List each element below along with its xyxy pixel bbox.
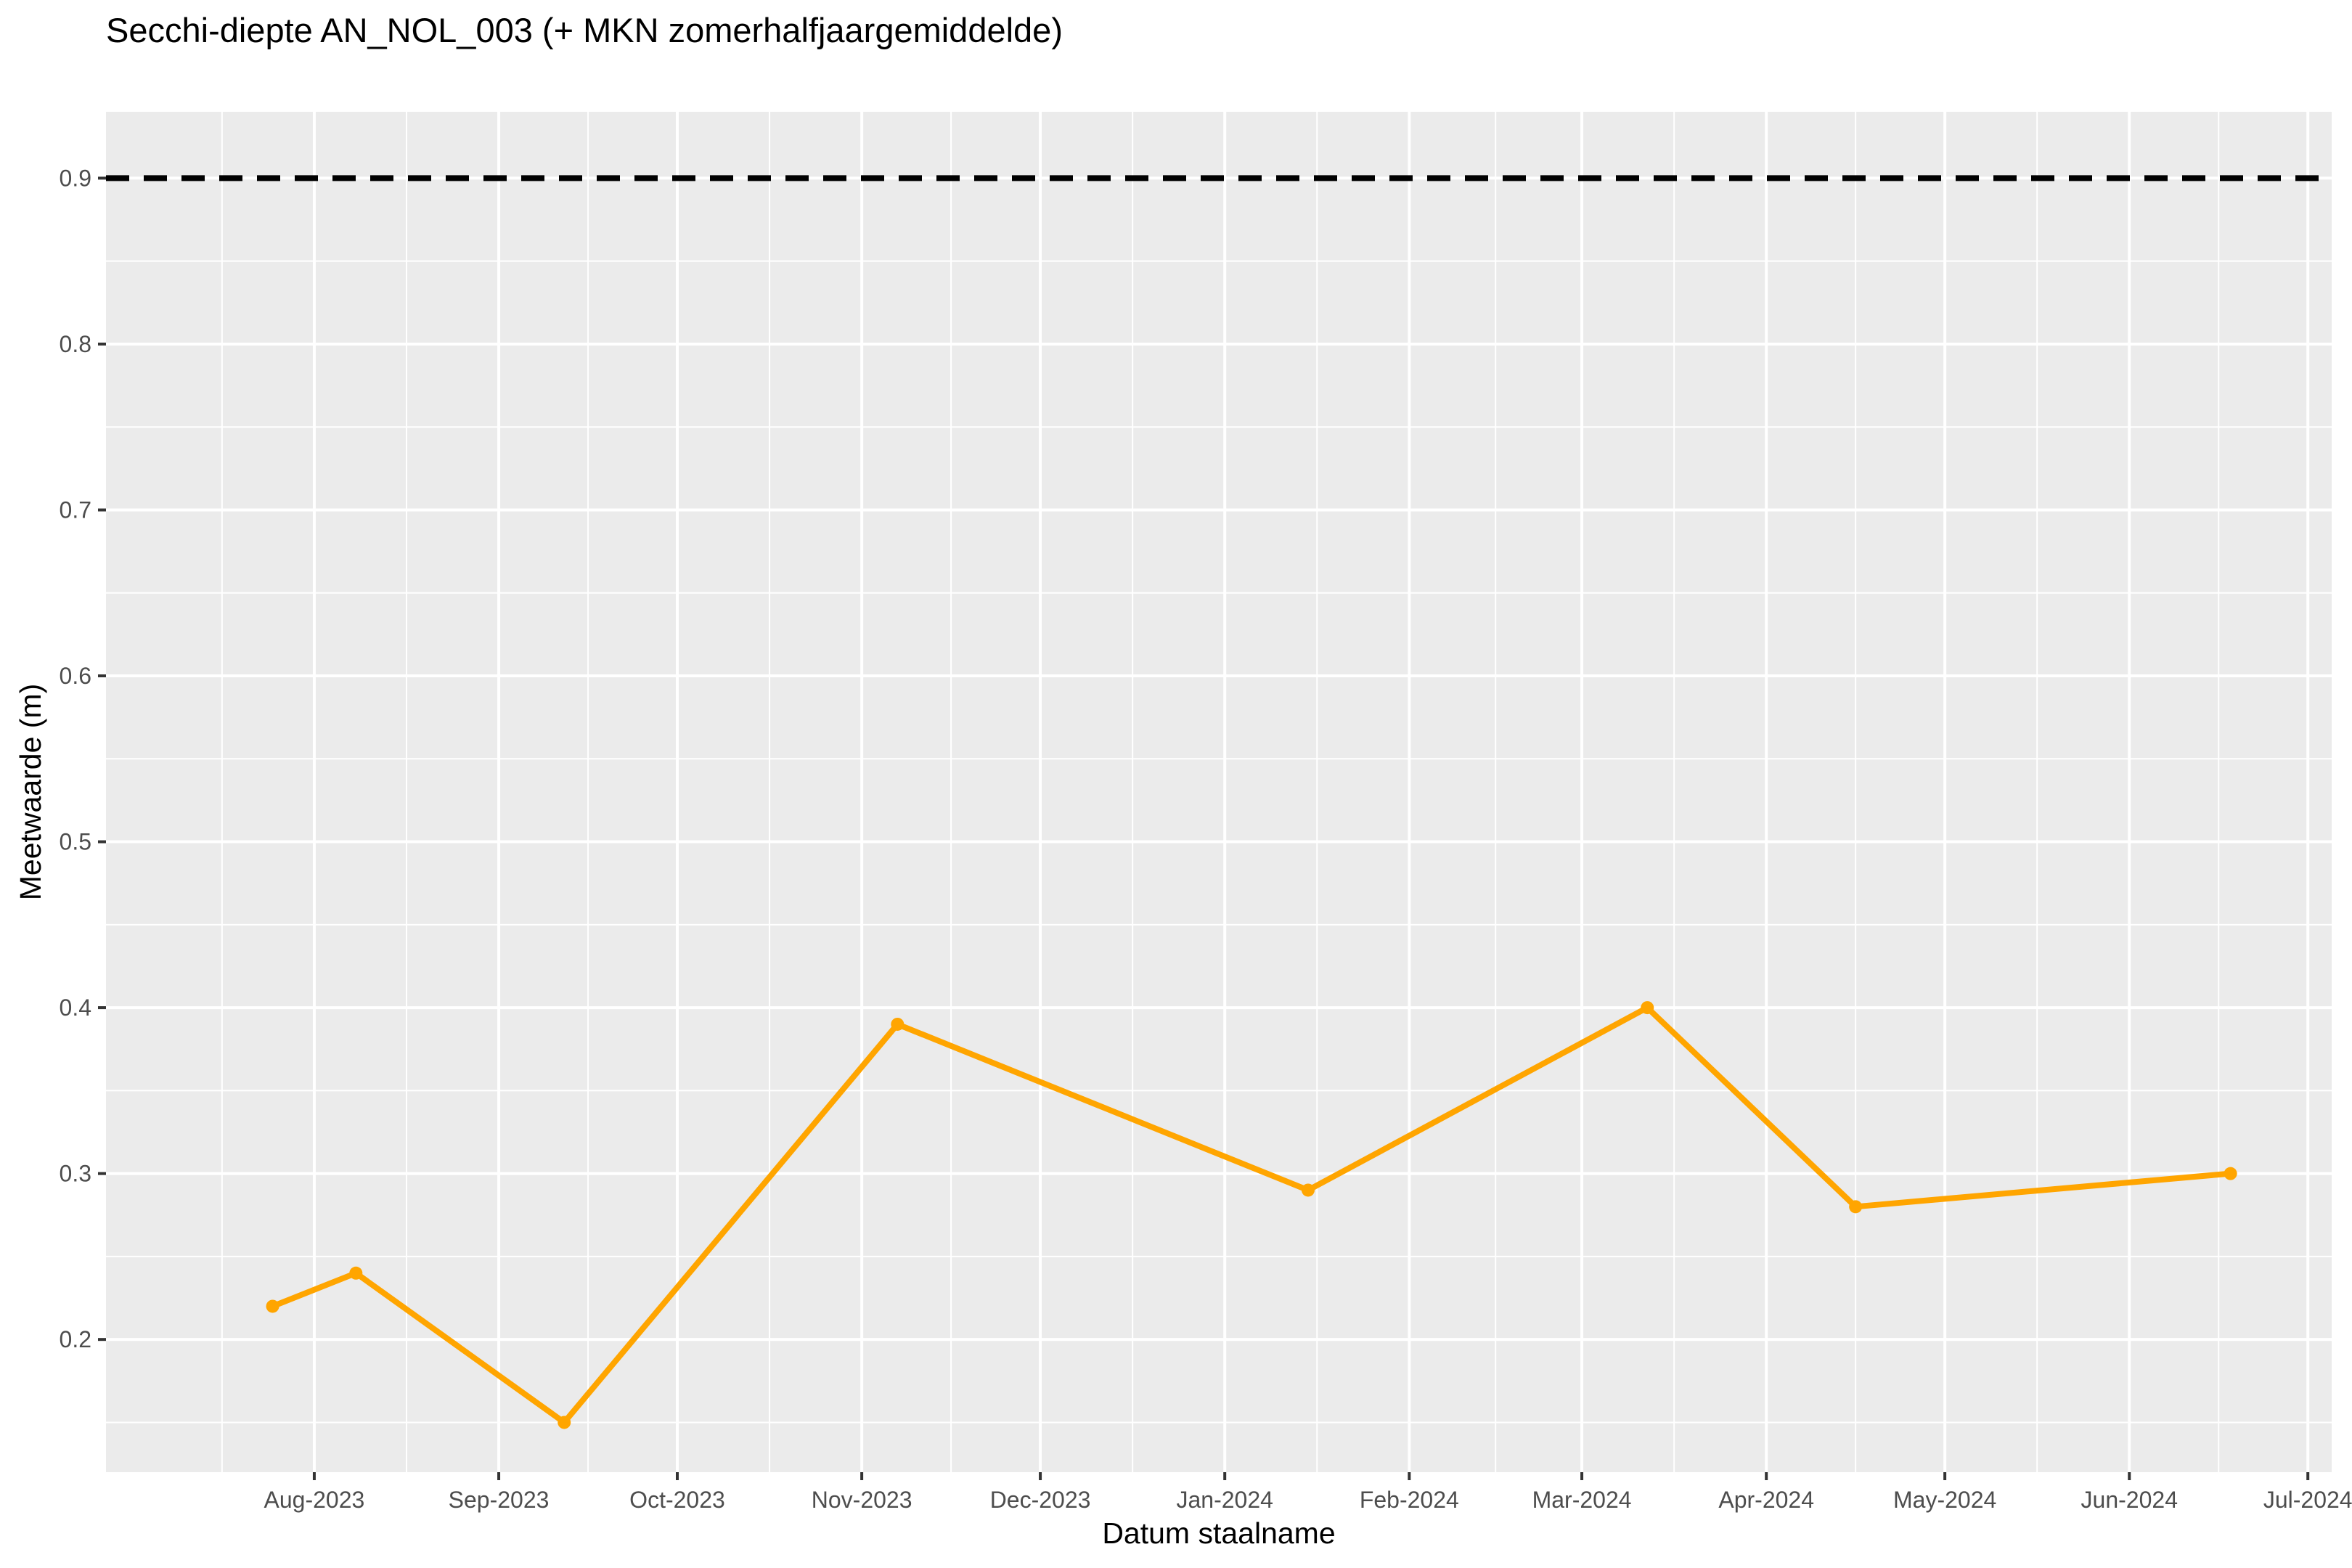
x-tick-label: Jan-2024 bbox=[1176, 1487, 1273, 1513]
series-line bbox=[269, 1005, 2234, 1426]
y-tick-label: 0.2 bbox=[60, 1326, 91, 1352]
x-tick-label: Sep-2023 bbox=[449, 1487, 550, 1513]
chart-title: Secchi-diepte AN_NOL_003 (+ MKN zomerhal… bbox=[106, 11, 1063, 49]
y-tick-label: 0.7 bbox=[60, 497, 91, 523]
x-tick-label: Apr-2024 bbox=[1718, 1487, 1814, 1513]
x-tick-label: Feb-2024 bbox=[1360, 1487, 1459, 1513]
x-tick-label: Dec-2023 bbox=[990, 1487, 1091, 1513]
data-point bbox=[891, 1017, 905, 1031]
minor-gridlines bbox=[106, 112, 2332, 1472]
data-point bbox=[1849, 1200, 1863, 1214]
data-point bbox=[266, 1299, 279, 1313]
y-tick-label: 0.4 bbox=[60, 995, 91, 1021]
data-point bbox=[1641, 1001, 1654, 1015]
series-layer bbox=[266, 1001, 2237, 1429]
y-axis: 0.2 0.3 0.4 0.5 0.6 0.7 0.8 0.9 bbox=[60, 165, 106, 1352]
y-axis-title: Meetwaarde (m) bbox=[14, 684, 47, 900]
x-tick-label: Aug-2023 bbox=[264, 1487, 365, 1513]
y-tick-label: 0.9 bbox=[60, 165, 91, 191]
data-point bbox=[349, 1266, 363, 1280]
x-tick-label: Mar-2024 bbox=[1532, 1487, 1632, 1513]
y-tick-label: 0.6 bbox=[60, 663, 91, 689]
y-tick-label: 0.3 bbox=[60, 1161, 91, 1187]
x-tick-label: Oct-2023 bbox=[629, 1487, 725, 1513]
data-point bbox=[558, 1416, 571, 1429]
y-tick-label: 0.8 bbox=[60, 331, 91, 357]
data-point bbox=[1301, 1183, 1315, 1197]
plot-panel bbox=[106, 112, 2332, 1472]
x-tick-label: Jun-2024 bbox=[2081, 1487, 2178, 1513]
x-tick-label: May-2024 bbox=[1893, 1487, 1996, 1513]
x-axis-title: Datum staalname bbox=[1102, 1516, 1335, 1550]
x-tick-label: Nov-2023 bbox=[812, 1487, 912, 1513]
data-point bbox=[2224, 1167, 2237, 1180]
y-tick-label: 0.5 bbox=[60, 829, 91, 855]
x-axis: Aug-2023 Sep-2023 Oct-2023 Nov-2023 Dec-2023… bbox=[264, 1472, 2352, 1513]
x-tick-label: Jul-2024 bbox=[2263, 1487, 2352, 1513]
